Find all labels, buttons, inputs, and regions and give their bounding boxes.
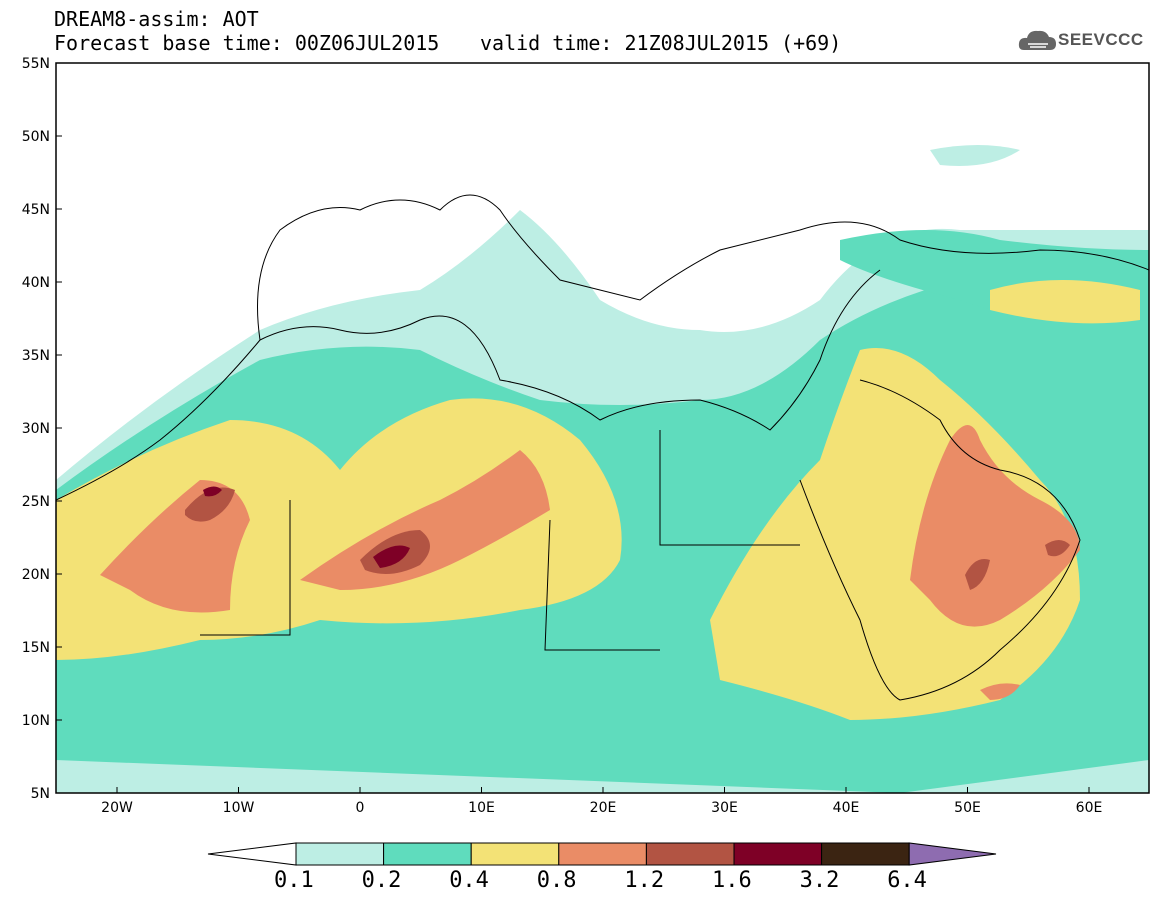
coastlines — [56, 194, 1149, 701]
colorbar-segment — [470, 842, 560, 866]
map-title: DREAM8-assim: AOT — [54, 7, 259, 31]
colorbar-left-arrow — [207, 842, 297, 866]
lat-label: 50N — [22, 129, 50, 145]
cloud-icon — [1018, 30, 1056, 50]
colorbar-label: 0.2 — [361, 868, 402, 893]
colorbar-label: 3.2 — [799, 868, 840, 893]
lon-label: 20W — [101, 800, 133, 816]
colorbar-label: 6.4 — [887, 868, 927, 893]
colorbar-label: 0.8 — [536, 868, 577, 893]
colorbar-right-arrow — [908, 842, 997, 866]
lon-label: 50E — [954, 800, 981, 816]
lat-label: 40N — [22, 275, 50, 291]
forecast-base-time: Forecast base time: 00Z06JUL2015 — [54, 31, 440, 55]
lat-label: 35N — [22, 348, 50, 364]
lon-label: 20E — [590, 800, 617, 816]
lon-label: 10W — [223, 800, 255, 816]
colorbar-segment — [295, 842, 385, 866]
lat-label: 10N — [22, 713, 50, 729]
lat-label: 30N — [22, 421, 50, 437]
lat-label: 45N — [22, 202, 50, 218]
lon-label: 10E — [468, 800, 495, 816]
valid-time: valid time: 21Z08JUL2015 (+69) — [480, 31, 842, 55]
logo-text: SEEVCCC — [1058, 30, 1144, 49]
lon-label: 60E — [1076, 800, 1103, 816]
colorbar-label: 1.2 — [624, 868, 665, 893]
longitude-labels: 20W 10W 0 10E 20E 30E 40E 50E 60E — [101, 787, 1102, 816]
colorbar-label: 0.1 — [274, 868, 314, 893]
colorbar — [207, 842, 997, 866]
colorbar-segment — [383, 842, 472, 866]
lat-label: 20N — [22, 567, 50, 583]
lat-label: 55N — [22, 56, 50, 72]
lat-label: 25N — [22, 494, 50, 510]
colorbar-label: 0.4 — [449, 868, 489, 893]
lat-label: 5N — [31, 786, 50, 802]
aot-field — [56, 63, 1149, 793]
colorbar-segment — [645, 842, 735, 866]
lon-label: 30E — [711, 800, 738, 816]
colorbar-segment — [733, 842, 823, 866]
latitude-labels: 55N 50N 45N 40N 35N 30N 25N 20N 15N 10N 5N — [22, 56, 62, 802]
lon-label: 40E — [833, 800, 860, 816]
colorbar-label: 1.6 — [712, 868, 752, 893]
lat-label: 15N — [22, 640, 50, 656]
colorbar-segment — [821, 842, 910, 866]
lon-label: 0 — [356, 800, 365, 816]
colorbar-segment — [558, 842, 647, 866]
